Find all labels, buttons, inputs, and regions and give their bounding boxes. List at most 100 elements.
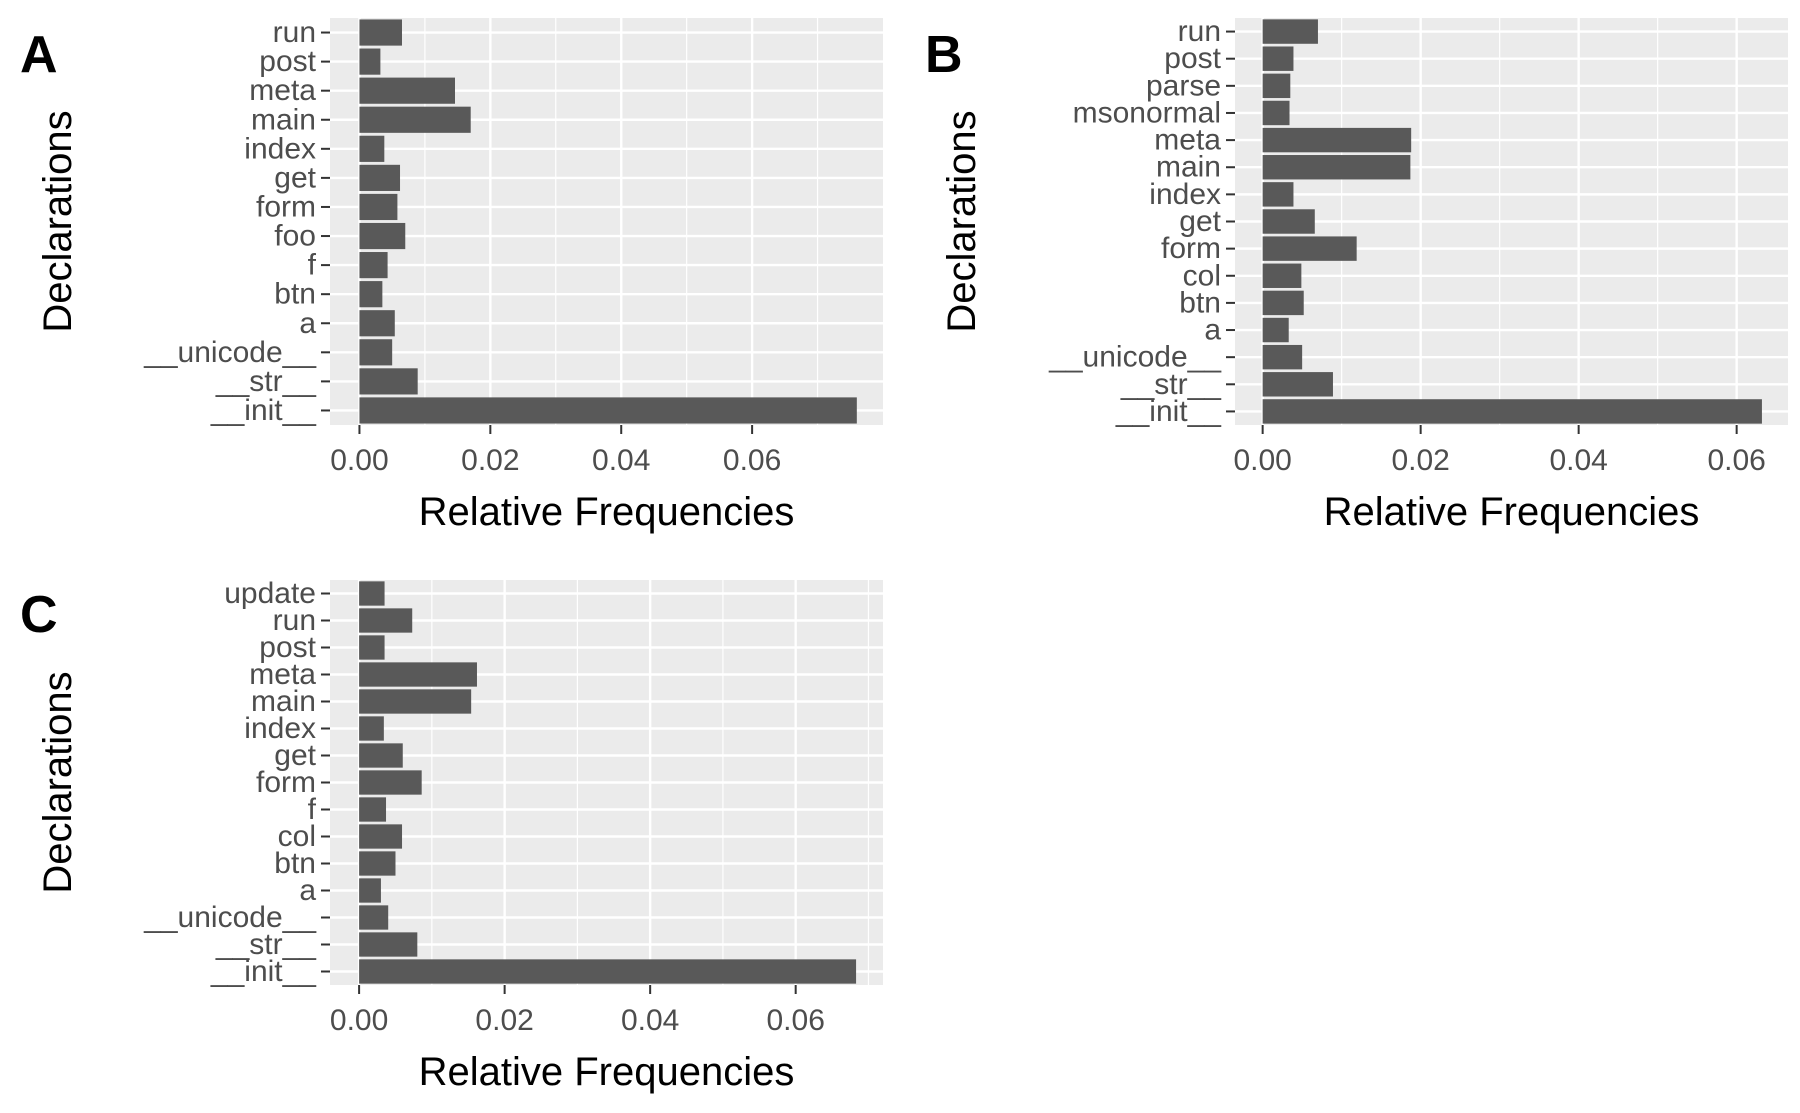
y-tick-label: get xyxy=(274,161,316,194)
y-tick-label: get xyxy=(274,739,316,772)
y-tick-label: post xyxy=(259,45,316,78)
y-tick-label: __str__ xyxy=(215,365,317,398)
panel-a: runpostmetamainindexgetformfoofbtna__uni… xyxy=(20,16,883,534)
y-tick-label: btn xyxy=(274,847,316,880)
x-tick-label: 0.04 xyxy=(1549,444,1607,477)
bar-get xyxy=(359,164,401,191)
bar-uustruu xyxy=(1262,372,1333,397)
y-tick-label: __str__ xyxy=(215,928,317,961)
y-tick-label: foo xyxy=(274,220,316,253)
y-tick-label: col xyxy=(1183,259,1221,292)
y-tick-label: a xyxy=(299,307,316,340)
y-tick-label: index xyxy=(244,132,316,165)
y-tick-label: main xyxy=(251,103,316,136)
panel-b: runpostparsemsonormalmetamainindexgetfor… xyxy=(925,15,1788,534)
y-axis-title: Declarations xyxy=(36,671,80,893)
bar-uuunicodeuu xyxy=(359,339,393,366)
bar-meta xyxy=(359,77,455,104)
bar-meta xyxy=(359,662,477,687)
y-tick-label: main xyxy=(251,685,316,718)
x-tick-label: 0.00 xyxy=(330,444,388,477)
y-tick-label: run xyxy=(273,16,316,49)
bar-uustruu xyxy=(359,368,418,395)
bar-a xyxy=(1262,317,1289,343)
x-axis-title: Relative Frequencies xyxy=(419,1050,795,1094)
y-tick-label: btn xyxy=(274,278,316,311)
y-tick-label: meta xyxy=(1154,124,1221,157)
y-tick-label: __unicode__ xyxy=(143,336,317,369)
y-axis-title: Declarations xyxy=(36,110,80,332)
panel-c: updaterunpostmetamainindexgetformfcolbtn… xyxy=(20,577,883,1094)
x-tick-label: 0.00 xyxy=(1233,444,1291,477)
bar-index xyxy=(1262,182,1294,207)
x-axis-title: Relative Frequencies xyxy=(1324,490,1700,534)
bar-uuunicodeuu xyxy=(359,905,389,930)
y-tick-label: main xyxy=(1156,151,1221,184)
x-tick-label: 0.00 xyxy=(330,1004,388,1037)
bar-col xyxy=(1262,263,1302,288)
y-tick-label: btn xyxy=(1179,286,1221,319)
bar-f xyxy=(359,252,388,279)
bar-post xyxy=(359,48,381,75)
bar-uuinituu xyxy=(359,397,857,424)
y-tick-label: a xyxy=(299,874,316,907)
x-tick-label: 0.06 xyxy=(766,1004,824,1037)
y-tick-label: __init__ xyxy=(210,955,317,988)
x-tick-label: 0.02 xyxy=(1391,444,1449,477)
y-tick-label: f xyxy=(308,249,317,282)
bar-form xyxy=(359,770,422,795)
y-tick-label: meta xyxy=(249,74,316,107)
y-tick-label: f xyxy=(308,793,317,826)
bar-main xyxy=(1262,155,1411,180)
x-tick-label: 0.04 xyxy=(592,444,650,477)
bar-btn xyxy=(359,851,396,876)
y-tick-label: post xyxy=(259,631,316,664)
bar-btn xyxy=(1262,290,1304,316)
bar-uuunicodeuu xyxy=(1262,344,1303,370)
bar-f xyxy=(359,797,387,822)
y-tick-label: col xyxy=(278,820,316,853)
x-tick-label: 0.04 xyxy=(621,1004,679,1037)
panel-letter-c: C xyxy=(20,586,58,644)
bar-post xyxy=(1262,46,1294,71)
bar-uustruu xyxy=(359,932,418,957)
y-tick-label: index xyxy=(1149,178,1221,211)
y-tick-label: form xyxy=(1161,232,1221,265)
x-tick-label: 0.06 xyxy=(1707,444,1765,477)
panel-letter-b: B xyxy=(925,26,963,84)
y-tick-label: form xyxy=(256,190,316,223)
x-axis-title: Relative Frequencies xyxy=(419,490,795,534)
bar-foo xyxy=(359,222,406,250)
bar-msonormal xyxy=(1262,100,1290,126)
y-axis-title: Declarations xyxy=(940,110,984,332)
y-tick-label: index xyxy=(244,712,316,745)
bar-index xyxy=(359,716,384,741)
y-tick-label: __unicode__ xyxy=(143,901,317,934)
y-tick-label: form xyxy=(256,766,316,799)
bar-main xyxy=(359,106,471,133)
bar-form xyxy=(1262,236,1357,261)
bar-uuinituu xyxy=(1262,399,1762,424)
bar-form xyxy=(359,193,398,221)
bar-btn xyxy=(359,281,383,308)
bar-uuinituu xyxy=(359,959,857,984)
bar-col xyxy=(359,824,403,849)
y-tick-label: update xyxy=(224,577,316,610)
y-tick-label: __init__ xyxy=(210,394,317,427)
y-tick-label: __unicode__ xyxy=(1048,341,1222,374)
y-tick-label: run xyxy=(1178,15,1221,48)
y-tick-label: msonormal xyxy=(1073,96,1221,129)
y-tick-label: __init__ xyxy=(1115,395,1222,428)
bar-run xyxy=(359,19,402,46)
bar-run xyxy=(1262,19,1318,44)
y-tick-label: get xyxy=(1179,205,1221,238)
x-tick-label: 0.06 xyxy=(723,444,781,477)
bar-post xyxy=(359,635,385,660)
bar-get xyxy=(359,743,403,768)
bar-main xyxy=(359,689,472,714)
y-tick-label: post xyxy=(1164,42,1221,75)
bar-a xyxy=(359,310,395,337)
y-tick-label: run xyxy=(273,604,316,637)
y-tick-label: __str__ xyxy=(1120,368,1222,401)
